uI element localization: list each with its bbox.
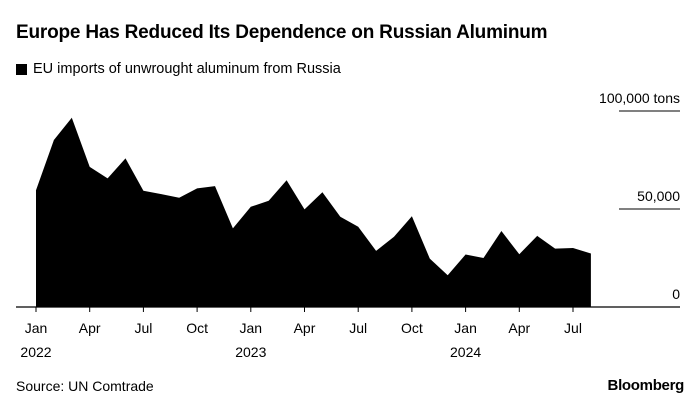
x-tick-label: Apr [79,320,101,336]
x-tick-label: Oct [186,320,208,336]
x-tick-label: Jan [25,320,48,336]
y-tick-label: 50,000 [637,188,680,204]
y-tick-label: 0 [672,286,680,302]
x-tick-label: Oct [401,320,423,336]
bloomberg-logo: Bloomberg [607,377,685,394]
x-year-label: 2024 [450,344,481,360]
x-tick-label: Jan [240,320,263,336]
chart-title: Europe Has Reduced Its Dependence on Rus… [16,22,548,43]
x-tick-label: Jul [349,320,367,336]
x-tick-label: Jan [454,320,477,336]
legend-label: EU imports of unwrought aluminum from Ru… [33,61,341,77]
area-series [36,117,591,307]
legend-swatch [16,63,27,75]
x-tick-label: Apr [508,320,530,336]
x-year-label: 2023 [235,344,266,360]
source-note: Source: UN Comtrade [16,378,154,394]
legend: EU imports of unwrought aluminum from Ru… [16,61,341,77]
x-year-label: 2022 [20,344,51,360]
x-tick-label: Apr [294,320,316,336]
x-tick-label: Jul [134,320,152,336]
x-tick-label: Jul [564,320,582,336]
y-tick-label: 100,000 tons [599,90,680,106]
